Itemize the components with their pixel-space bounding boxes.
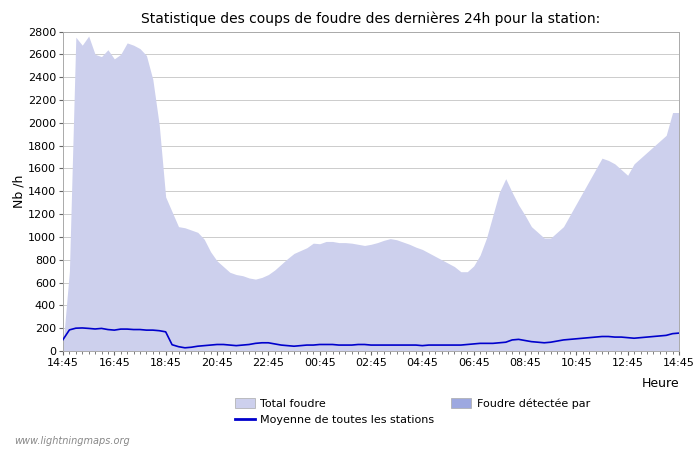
Text: Heure: Heure: [641, 377, 679, 390]
Text: www.lightningmaps.org: www.lightningmaps.org: [14, 436, 130, 446]
Legend: Total foudre, Moyenne de toutes les stations, Foudre détectée par: Total foudre, Moyenne de toutes les stat…: [235, 398, 590, 425]
Title: Statistique des coups de foudre des dernières 24h pour la station:: Statistique des coups de foudre des dern…: [141, 12, 601, 26]
Y-axis label: Nb /h: Nb /h: [12, 175, 25, 208]
